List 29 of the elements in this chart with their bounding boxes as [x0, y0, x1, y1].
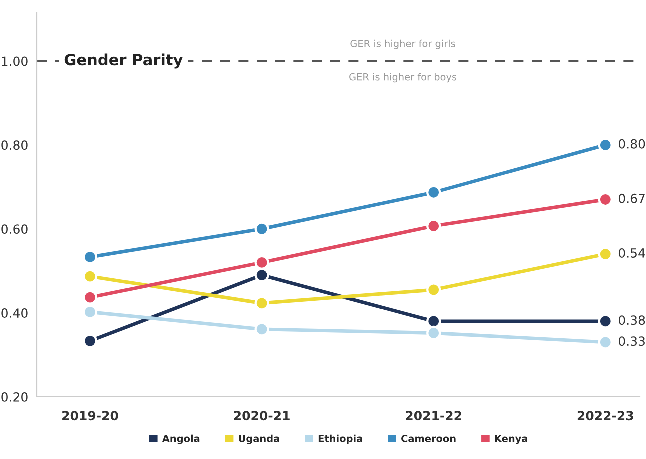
x-tick-label: 2020-21 — [234, 411, 290, 421]
y-tick-label: 0.60 — [2, 224, 28, 234]
point — [254, 322, 270, 337]
legend-label: Cameroon — [402, 435, 456, 442]
x-tick-label: 2019-20 — [62, 411, 118, 421]
point — [426, 185, 442, 200]
annotation: GER is higher for boys — [350, 73, 457, 83]
x-tick-label: 2022-23 — [578, 411, 634, 421]
annotation: GER is higher for girls — [350, 40, 456, 50]
ref-line-label: Gender Parity — [64, 54, 183, 69]
legend-label: Ethiopia — [318, 434, 362, 444]
point — [254, 222, 270, 236]
x-tick-label: 2021-22 — [406, 411, 462, 421]
data-label: 0.80 — [618, 139, 646, 149]
point — [426, 282, 442, 298]
data-label: 0.67 — [618, 194, 645, 204]
y-tick-label: 0.40 — [2, 308, 28, 318]
data-label: 0.54 — [618, 248, 646, 258]
legend-label: Kenya — [495, 435, 528, 444]
y-tick-label: 1.00 — [2, 56, 28, 66]
y-tick-label: 0.80 — [2, 140, 28, 150]
data-label: 0.38 — [618, 316, 646, 326]
point — [254, 296, 270, 311]
data-label: 0.33 — [618, 336, 645, 346]
point — [598, 314, 613, 329]
y-tick-label: 0.20 — [2, 392, 28, 402]
point — [598, 335, 613, 350]
legend-label: Angola — [162, 434, 200, 444]
legend-label: Uganda — [239, 434, 280, 444]
